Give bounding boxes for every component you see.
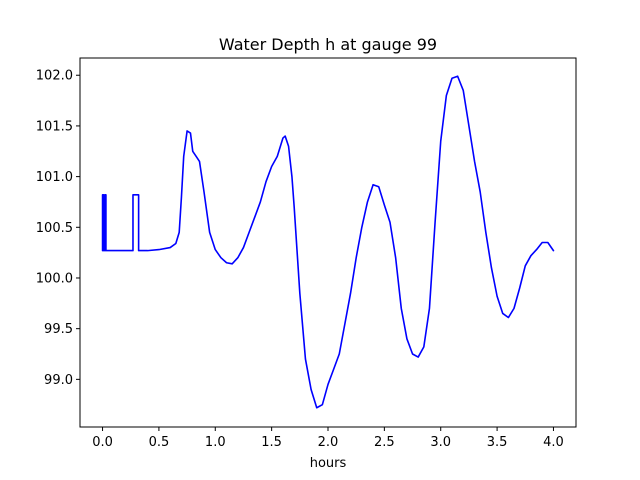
x-tick-label: 2.0	[318, 435, 339, 450]
series-line	[101, 75, 555, 409]
chart-title: Water Depth h at gauge 99	[219, 35, 437, 54]
y-tick-label: 101.5	[36, 119, 73, 134]
x-axis-label: hours	[310, 456, 347, 471]
x-tick-label: 2.5	[374, 435, 395, 450]
y-tick-label: 99.5	[44, 322, 73, 337]
y-tick-label: 101.0	[36, 170, 73, 185]
x-tick-label: 1.0	[205, 435, 226, 450]
y-tick-label: 100.5	[36, 221, 73, 236]
y-tick-label: 102.0	[36, 69, 73, 84]
y-axis-ticks: 99.0 99.5 100.0 100.5 101.0 101.5 102.0	[36, 69, 80, 388]
x-tick-label: 1.5	[261, 435, 282, 450]
y-tick-label: 99.0	[44, 373, 73, 388]
x-tick-label: 0.5	[149, 435, 170, 450]
y-tick-label: 100.0	[36, 271, 73, 286]
x-tick-label: 3.0	[430, 435, 451, 450]
x-tick-label: 3.5	[487, 435, 508, 450]
plot-area-frame	[79, 57, 577, 428]
x-tick-label: 0.0	[92, 435, 113, 450]
series-group	[101, 75, 555, 409]
x-axis-ticks: 0.0 0.5 1.0 1.5 2.0 2.5 3.0 3.5 4.0	[92, 427, 564, 450]
x-tick-label: 4.0	[543, 435, 564, 450]
